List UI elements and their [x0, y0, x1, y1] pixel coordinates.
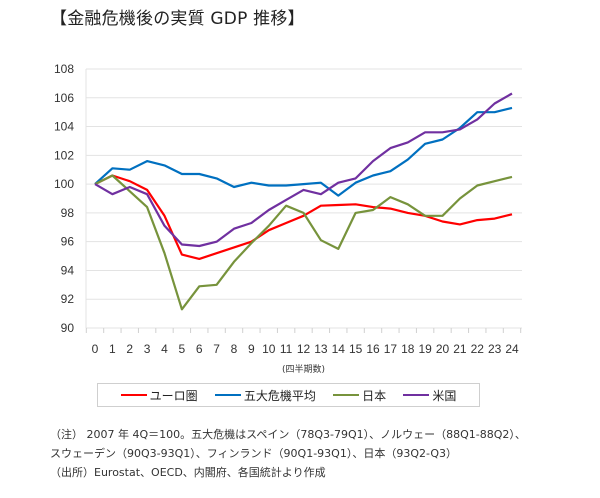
x-tick-label: 6 — [196, 342, 203, 356]
x-tick-label: 3 — [144, 342, 151, 356]
y-tick-label: 102 — [54, 148, 74, 162]
y-tick-label: 100 — [54, 177, 74, 191]
x-tick-label: 7 — [213, 342, 220, 356]
x-tick-label: 23 — [488, 342, 502, 356]
x-tick-label: 12 — [297, 342, 311, 356]
legend-label: ユーロ圏 — [149, 388, 198, 403]
x-tick-label: 20 — [436, 342, 450, 356]
x-tick-label: 13 — [314, 342, 328, 356]
legend-swatch — [214, 394, 241, 396]
y-tick-label: 90 — [61, 321, 75, 335]
x-tick-label: 24 — [505, 342, 519, 356]
legend-swatch — [120, 394, 147, 396]
y-tick-label: 92 — [61, 292, 75, 306]
note-line: （出所）Eurostat、OECD、内閣府、各国統計より作成 — [50, 466, 326, 479]
x-tick-label: 4 — [161, 342, 168, 356]
y-tick-label: 96 — [61, 235, 75, 249]
x-tick-label: 10 — [262, 342, 276, 356]
note-line: スウェーデン（90Q3-93Q1）、フィンランド（90Q1-93Q1）、日本（9… — [50, 447, 458, 460]
x-tick-label: 17 — [384, 342, 398, 356]
x-tick-label: 21 — [453, 342, 467, 356]
x-tick-label: 0 — [92, 342, 99, 356]
legend-label: 米国 — [432, 388, 457, 403]
note-line: （注） 2007 年 4Q＝100。五大危機はスペイン（78Q3-79Q1）、ノ… — [50, 428, 526, 441]
x-tick-label: 2 — [126, 342, 133, 356]
footnotes: （注） 2007 年 4Q＝100。五大危機はスペイン（78Q3-79Q1）、ノ… — [50, 425, 526, 482]
y-tick-label: 98 — [61, 206, 75, 220]
x-tick-label: 11 — [280, 342, 293, 356]
x-tick-label: 16 — [366, 342, 380, 356]
x-tick-label: 1 — [109, 342, 116, 356]
series-line-3 — [94, 92, 513, 248]
x-tick-label: 14 — [332, 342, 346, 356]
series-line-2 — [94, 174, 513, 311]
x-tick-label: 18 — [401, 342, 415, 356]
y-axis-ticks: 90 92 94 96 98 100 102 104 106 108 — [54, 62, 74, 335]
gridlines — [85, 68, 522, 329]
legend-swatch — [333, 394, 360, 396]
x-axis-label: (四半期数) — [282, 363, 325, 375]
x-tick-label: 22 — [471, 342, 485, 356]
legend: ユーロ圏 五大危機平均 日本 米国 — [97, 383, 480, 407]
x-tick-label: 15 — [349, 342, 363, 356]
x-tick-label: 9 — [248, 342, 255, 356]
x-tick-label: 8 — [231, 342, 238, 356]
legend-item-us: 米国 — [403, 387, 456, 404]
x-tick-label: 19 — [418, 342, 432, 356]
series-lines — [94, 92, 513, 311]
x-axis: 0 1 2 3 4 5 6 7 8 9 10 11 12 13 14 15 16 17 18 19 20 21 22 23 24 — [85, 328, 522, 356]
series-line-0 — [94, 174, 513, 260]
legend-swatch — [403, 394, 430, 396]
legend-item-japan: 日本 — [333, 387, 386, 404]
legend-label: 五大危機平均 — [243, 388, 316, 403]
chart-title: 【金融危機後の実質 GDP 推移】 — [50, 9, 305, 29]
legend-item-five-crisis: 五大危機平均 — [214, 387, 316, 404]
series-line-1 — [94, 106, 513, 197]
x-tick-label: 5 — [179, 342, 186, 356]
legend-label: 日本 — [362, 388, 387, 403]
y-tick-label: 108 — [54, 62, 74, 76]
y-tick-label: 106 — [54, 91, 74, 105]
y-tick-label: 94 — [61, 263, 75, 277]
legend-item-euro: ユーロ圏 — [120, 387, 198, 404]
y-tick-label: 104 — [54, 120, 74, 134]
